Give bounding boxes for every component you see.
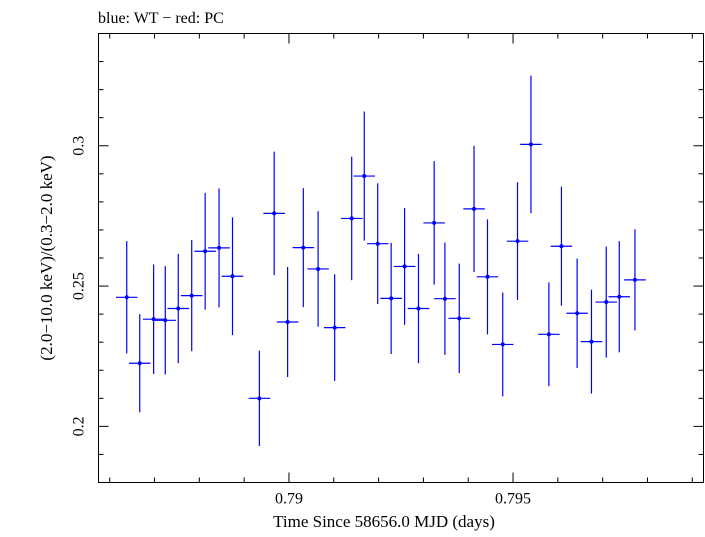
data-point (340, 156, 363, 281)
data-marker (257, 396, 262, 401)
y-ticks: 0.2 0.25 0.3 (71, 33, 704, 483)
data-marker (402, 264, 407, 269)
data-point (434, 242, 456, 355)
data-point (115, 241, 138, 354)
data-marker (230, 274, 235, 279)
data-marker (632, 277, 637, 282)
data-marker (617, 294, 622, 299)
data-point (506, 182, 529, 301)
data-marker (176, 306, 181, 311)
data-marker (203, 249, 208, 254)
data-marker (442, 296, 447, 301)
data-marker (124, 295, 129, 300)
data-marker (375, 241, 380, 246)
data-marker (285, 319, 290, 324)
chart-title: blue: WT − red: PC (98, 10, 224, 27)
data-marker (515, 239, 520, 244)
data-point (194, 192, 216, 310)
data-point (380, 242, 402, 354)
data-point (423, 161, 445, 285)
data-point (128, 314, 151, 413)
data-point (595, 246, 618, 358)
data-point (624, 229, 646, 331)
data-point (263, 151, 285, 276)
data-point (307, 211, 329, 327)
data-layer (115, 75, 646, 447)
data-point (142, 264, 165, 374)
data-marker (316, 266, 321, 271)
data-marker (559, 244, 564, 249)
data-marker (362, 174, 367, 179)
data-point (292, 188, 315, 308)
y-axis-label: (2.0−10.0 keV)/(0.3−2.0 keV) (37, 155, 56, 360)
data-marker (485, 274, 490, 279)
data-marker (472, 206, 477, 211)
data-marker (332, 325, 337, 330)
data-point (476, 219, 499, 335)
data-point (491, 292, 514, 397)
data-marker (189, 293, 194, 298)
data-point (520, 75, 542, 214)
data-point (580, 289, 603, 394)
data-point (221, 217, 244, 336)
data-point (366, 183, 389, 305)
data-marker (575, 311, 580, 316)
data-point (353, 111, 376, 241)
x-tick-label: 0.79 (275, 491, 303, 508)
data-point (463, 145, 485, 273)
x-ticks: 0.79 0.795 (109, 33, 693, 508)
data-point (407, 253, 430, 364)
data-marker (137, 361, 142, 366)
data-marker (457, 316, 462, 321)
data-point (550, 186, 573, 306)
data-point (566, 258, 588, 369)
data-marker (349, 216, 354, 221)
data-marker (589, 339, 594, 344)
data-marker (546, 332, 551, 337)
data-marker (500, 342, 505, 347)
data-marker (432, 220, 437, 225)
data-point (323, 274, 346, 381)
data-point (448, 263, 471, 374)
y-tick-label: 0.25 (71, 272, 88, 300)
x-tick-label: 0.795 (495, 491, 531, 508)
data-point (180, 240, 203, 352)
data-marker (217, 245, 222, 250)
data-point (248, 350, 271, 447)
data-marker (389, 296, 394, 301)
data-point (608, 241, 631, 353)
data-point (393, 208, 416, 325)
data-marker (528, 142, 533, 147)
data-marker (163, 318, 168, 323)
data-marker (604, 300, 609, 305)
plot-frame (98, 33, 704, 483)
data-point (208, 188, 230, 308)
data-point (167, 253, 190, 364)
data-marker (272, 211, 277, 216)
data-marker (416, 306, 421, 311)
data-marker (301, 245, 306, 250)
data-point (276, 266, 299, 377)
y-tick-label: 0.3 (71, 136, 88, 156)
data-point (538, 282, 560, 387)
y-tick-label: 0.2 (71, 416, 88, 436)
data-point (154, 266, 177, 375)
x-axis-label: Time Since 58656.0 MJD (days) (273, 512, 495, 531)
